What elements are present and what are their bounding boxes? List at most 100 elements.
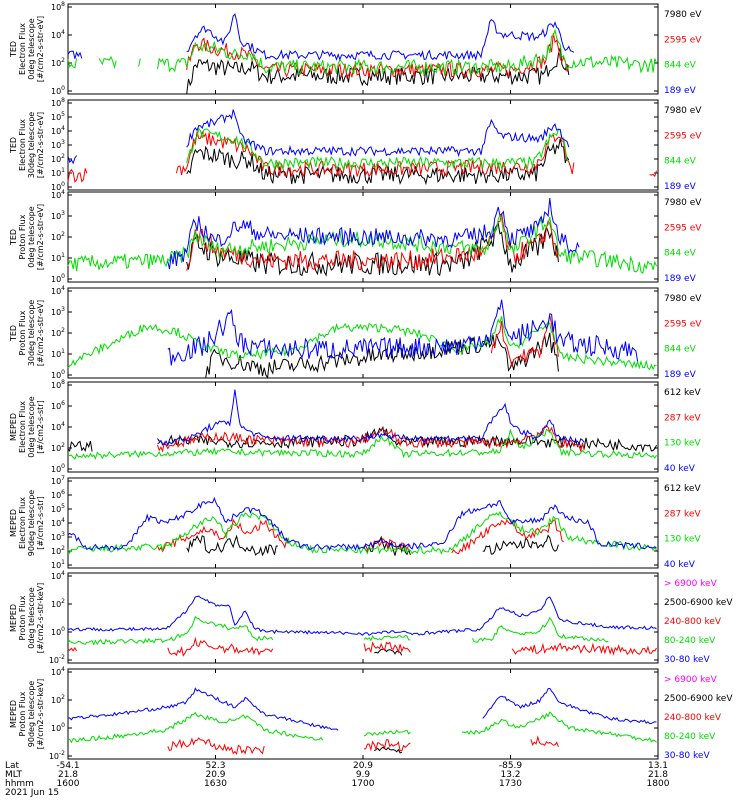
legend-entry: 844 eV xyxy=(664,157,697,167)
y-tick-label: 104 xyxy=(51,570,65,581)
y-tick-label: 100 xyxy=(51,463,65,474)
y-tick-label: 100 xyxy=(51,85,65,96)
legend-entry: 2595 eV xyxy=(664,131,702,141)
y-tick-label: 102 xyxy=(51,327,65,338)
legend-entry: 40 keV xyxy=(664,560,696,570)
x-tick-label: 52.3 xyxy=(205,761,225,771)
x-tick-label: 1800 xyxy=(647,779,670,789)
legend-entry: 287 keV xyxy=(664,413,701,423)
series-line xyxy=(67,316,657,371)
y-tick-label: 10-2 xyxy=(49,750,65,761)
series-line xyxy=(67,595,657,636)
y-axis-label-line: [#/cm2-s-str-keV] xyxy=(36,679,45,750)
legend-entry: 2595 eV xyxy=(664,223,702,233)
y-tick-label: 102 xyxy=(51,57,65,68)
y-axis-label-line: 0deg telescope xyxy=(27,587,36,648)
y-tick-label: 102 xyxy=(51,153,65,164)
date-label: 2021 Jun 15 xyxy=(5,788,59,798)
panel-1: 108 104 102 100 TEDElectron Flux0deg telesco… xyxy=(9,1,702,96)
y-axis-label-line: MEPED xyxy=(9,604,18,632)
series-line xyxy=(67,214,657,274)
series-line xyxy=(186,47,570,95)
series-line xyxy=(167,198,580,270)
y-axis-label-line: [#/cm2-s-str] xyxy=(36,400,45,453)
legend-entry: 40 keV xyxy=(664,464,696,474)
y-tick-label: 100 xyxy=(51,181,65,192)
y-tick-label: 102 xyxy=(51,545,65,556)
series-line xyxy=(67,130,657,183)
series-line xyxy=(67,496,657,552)
x-row-label: hhmm xyxy=(5,779,34,789)
legend-entry: 844 eV xyxy=(664,345,697,355)
y-tick-label: 100 xyxy=(51,273,65,284)
legend-entry: 612 keV xyxy=(664,484,701,494)
x-tick-label: 1730 xyxy=(499,779,522,789)
legend-entry: 30-80 keV xyxy=(664,655,710,665)
series-line xyxy=(67,28,657,76)
series-line xyxy=(157,389,585,446)
y-tick-label: 101 xyxy=(51,348,65,359)
y-tick-label: 102 xyxy=(51,442,65,453)
y-tick-label: 103 xyxy=(51,531,65,542)
series-line xyxy=(186,33,570,79)
y-tick-label: 102 xyxy=(51,231,65,242)
plot-frame xyxy=(67,287,659,379)
y-tick-label: 100 xyxy=(51,722,65,733)
y-tick-label: 108 xyxy=(51,1,65,12)
y-axis-label-line: Proton Flux xyxy=(18,691,27,736)
y-tick-label: 107 xyxy=(51,475,65,486)
x-row-label: Lat xyxy=(5,761,20,771)
plot-frame xyxy=(67,477,659,569)
legend-entry: 7980 eV xyxy=(664,294,702,304)
y-axis-label: TEDElectron Flux0deg telescope[#/cm2-s-s… xyxy=(9,16,45,82)
y-tick-label: 101 xyxy=(51,252,65,263)
legend-entry: 844 eV xyxy=(664,61,697,71)
y-axis-label-line: MEPED xyxy=(9,700,18,728)
y-tick-label: 108 xyxy=(51,97,65,108)
y-tick-label: 102 xyxy=(51,598,65,609)
y-tick-label: 103 xyxy=(51,306,65,317)
legend-entry: 189 eV xyxy=(664,182,697,192)
y-tick-label: 106 xyxy=(51,489,65,500)
y-axis-label: TEDProton Flux0deg telescope[#/cm2-s-str… xyxy=(9,204,45,270)
y-axis-label: MEPEDElectron Flux0deg telescope[#/cm2-s… xyxy=(9,396,45,457)
series-line xyxy=(67,13,575,62)
legend-entry: 2500-6900 keV xyxy=(664,694,733,704)
y-tick-label: 104 xyxy=(51,29,65,40)
legend-entry: 844 eV xyxy=(664,249,697,259)
y-tick-label: 102 xyxy=(51,694,65,705)
legend-entry: 7980 eV xyxy=(664,10,702,20)
x-tick-label: 21.8 xyxy=(58,770,78,780)
panel-7: 104 102 100 10-2 MEPEDProton Flux0deg telesc… xyxy=(9,570,733,665)
y-tick-label: 104 xyxy=(51,421,65,432)
x-tick-label: 13.2 xyxy=(500,770,520,780)
series-line xyxy=(67,428,657,460)
y-tick-label: 104 xyxy=(51,666,65,677)
y-axis-label-line: Proton Flux xyxy=(18,214,27,259)
x-tick-label: -54.1 xyxy=(56,761,79,771)
plot-frame xyxy=(67,381,659,473)
y-axis-label-line: TED xyxy=(9,137,18,154)
panel-5: 108 106 104 102 100 MEPEDElectron Flux0deg te… xyxy=(9,379,701,474)
y-axis-label-line: TED xyxy=(9,41,18,58)
y-tick-label: 100 xyxy=(51,626,65,637)
legend-entry: 189 eV xyxy=(664,370,697,380)
y-tick-label: 103 xyxy=(51,139,65,150)
x-tick-label: 9.9 xyxy=(356,770,371,780)
legend-entry: > 6900 keV xyxy=(664,579,718,589)
x-tick-label: 1600 xyxy=(57,779,80,789)
y-axis-label-line: 30deg telescope xyxy=(27,112,36,179)
y-tick-label: 103 xyxy=(51,210,65,221)
y-axis-label-line: [#/cm2-s-str] xyxy=(36,496,45,549)
legend-entry: > 6900 keV xyxy=(664,675,718,685)
series-line xyxy=(67,109,570,165)
y-axis-label-line: TED xyxy=(9,229,18,246)
plot-frame xyxy=(67,572,659,664)
y-axis-label-line: [#/cm2-s-str-eV] xyxy=(36,300,45,366)
x-tick-label: 21.8 xyxy=(648,770,668,780)
panel-8: 104 102 100 10-2 MEPEDProton Flux90deg teles… xyxy=(9,666,733,761)
legend-entry: 80-240 keV xyxy=(664,636,716,646)
y-axis-label: TEDProton Flux30deg telescope[#/cm2-s-st… xyxy=(9,300,45,367)
series-line xyxy=(167,299,639,366)
